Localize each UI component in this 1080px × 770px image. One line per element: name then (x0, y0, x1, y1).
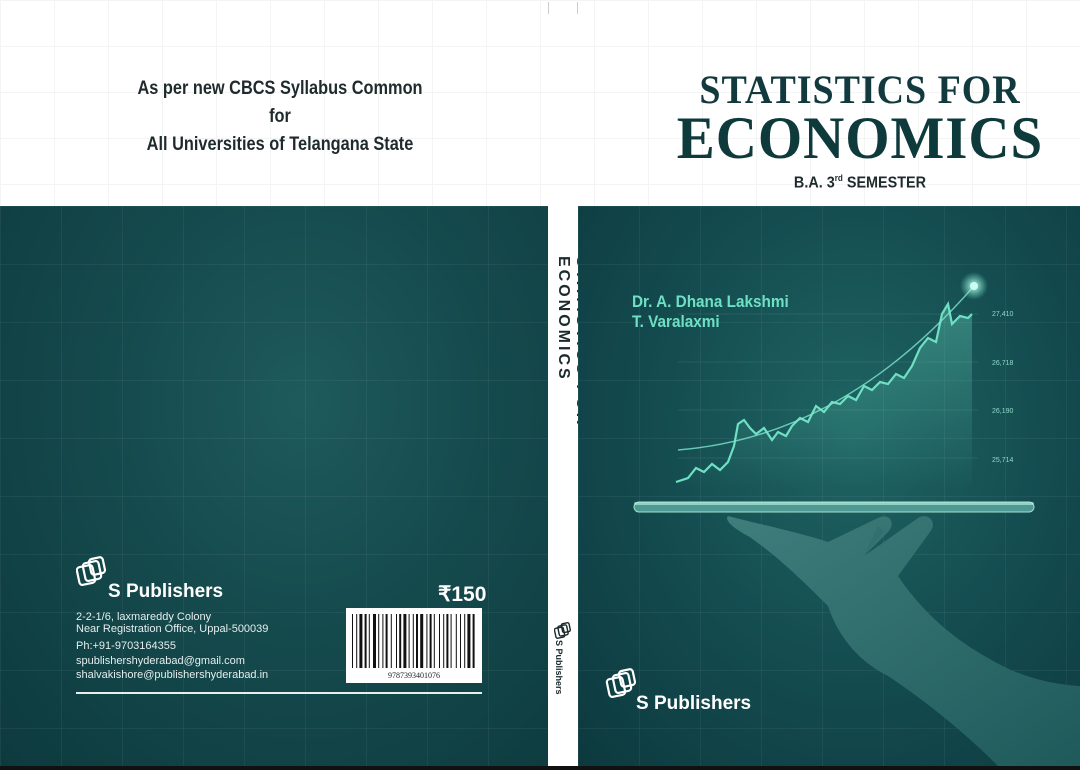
chart-axis-labels: 27,410 26,718 26,190 25,714 (992, 311, 1014, 464)
barcode-bar (467, 614, 471, 668)
barcode-bar (450, 614, 452, 668)
axis-label-2: 26,718 (992, 360, 1014, 367)
phone-number: Ph:+91-9703164355 (76, 640, 177, 652)
barcode-bar (433, 614, 435, 668)
barcode-bar (412, 614, 414, 668)
chart-line (675, 300, 973, 484)
author-2: T. Varalaxmi (632, 312, 720, 331)
address-line-1: 2-2-1/6, laxmareddy Colony (76, 611, 212, 623)
barcode-bars (352, 614, 475, 668)
bottom-edge (0, 766, 1080, 770)
growth-chart-illustration: 27,410 26,718 26,190 25,714 (605, 272, 1080, 766)
barcode-bar (390, 614, 392, 668)
spine-title: STATISTICS FOR ECONOMICS (548, 256, 590, 516)
barcode-bar (399, 614, 402, 668)
publisher-logo-icon (76, 556, 107, 587)
semester-superscript: rd (834, 173, 843, 183)
address-line-2: Near Registration Office, Uppal-500039 (76, 623, 269, 635)
axis-label-1: 27,410 (992, 311, 1014, 318)
barcode-bar (385, 614, 388, 668)
spine (548, 206, 578, 766)
barcode-bar (446, 614, 449, 668)
axis-label-4: 25,714 (992, 457, 1014, 464)
hand-shading (864, 526, 884, 556)
semester-prefix: B.A. 3 (793, 174, 835, 192)
barcode-bar (378, 614, 380, 668)
barcode-bar (396, 614, 397, 668)
barcode: 9787393401076 (346, 608, 482, 683)
barcode-bar (364, 614, 367, 668)
book-title-line-2: ECONOMICS (676, 105, 1044, 171)
price: ₹150 (438, 583, 487, 606)
barcode-bar (352, 614, 353, 668)
barcode-bar (429, 614, 432, 668)
barcode-bar (359, 614, 363, 668)
spine-publisher-text: S Publishers (554, 640, 564, 695)
hand-illustration (727, 516, 1080, 766)
barcode-bar (460, 614, 461, 668)
chart-area (676, 304, 972, 488)
barcode-bar (382, 614, 384, 668)
barcode-bar (408, 614, 410, 668)
isbn-number: 9787393401076 (388, 671, 440, 680)
book-title-line-1: STATISTICS FOR (699, 67, 1021, 112)
syllabus-line-2: All Universities of Telangana State (146, 134, 414, 155)
barcode-bar (373, 614, 376, 668)
barcode-bar (403, 614, 407, 668)
top-background-grid (0, 0, 1080, 206)
email-2: shalvakishore@publishershyderabad.in (76, 669, 269, 681)
spine-publisher: S Publishers (550, 620, 576, 700)
crop-mark (548, 2, 549, 14)
barcode-bar (356, 614, 358, 668)
semester-suffix: SEMESTER (842, 174, 927, 192)
crop-mark (577, 2, 578, 14)
barcode-bar (455, 614, 457, 668)
barcode-bar (464, 614, 466, 668)
divider-line (76, 692, 482, 694)
syllabus-line-1: As per new CBCS Syllabus Common for (137, 78, 423, 127)
barcode-bar (439, 614, 440, 668)
authors: Dr. A. Dhana Lakshmi T. Varalaxmi (632, 292, 789, 332)
barcode-bar (420, 614, 424, 668)
author-1: Dr. A. Dhana Lakshmi (632, 292, 789, 311)
barcode-bar (368, 614, 370, 668)
publisher-name: S Publishers (108, 581, 224, 602)
semester-label: B.A. 3rd SEMESTER (770, 173, 950, 192)
barcode-bar (416, 614, 418, 668)
email-1: spublishershyderabad@gmail.com (76, 655, 245, 667)
barcode-bar (426, 614, 428, 668)
spine-logo-icon (554, 622, 571, 639)
glow-point-core (970, 282, 978, 290)
front-publisher-name: S Publishers (636, 693, 752, 714)
axis-label-3: 26,190 (992, 408, 1014, 415)
front-publisher-logo-icon (605, 668, 637, 699)
barcode-bar (443, 614, 445, 668)
barcode-bar (472, 614, 475, 668)
front-cover: Dr. A. Dhana Lakshmi T. Varalaxmi (578, 206, 1080, 766)
syllabus-note: As per new CBCS Syllabus Common for All … (134, 75, 426, 159)
tray-highlight (634, 502, 1034, 505)
trend-curve (677, 285, 975, 451)
back-cover: S Publishers 2-2-1/6, laxmareddy Colony … (0, 206, 548, 766)
